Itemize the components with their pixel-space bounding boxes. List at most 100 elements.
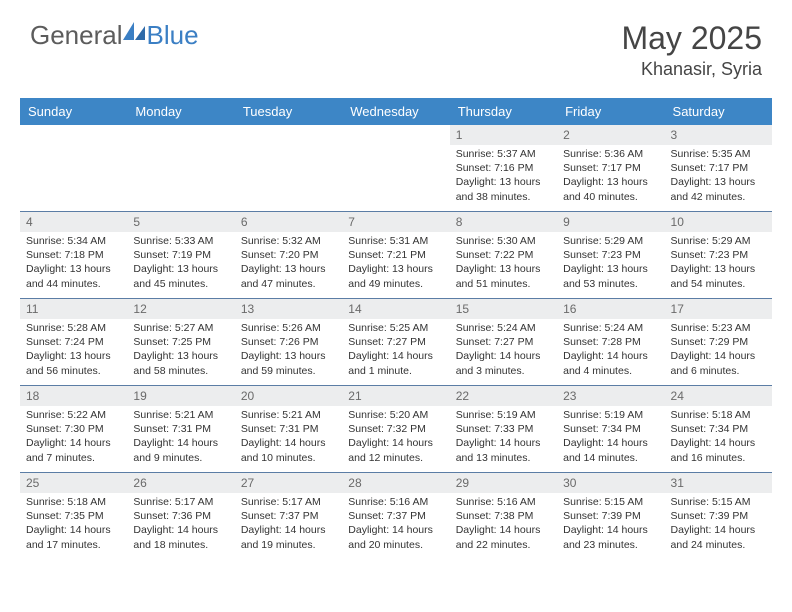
day-details: Sunrise: 5:37 AMSunset: 7:16 PMDaylight:…	[450, 145, 557, 208]
day-number: 22	[450, 386, 557, 406]
day-number: 2	[557, 125, 664, 145]
day-number: 26	[127, 473, 234, 493]
day-details: Sunrise: 5:31 AMSunset: 7:21 PMDaylight:…	[342, 232, 449, 295]
calendar-week: 18Sunrise: 5:22 AMSunset: 7:30 PMDayligh…	[20, 386, 772, 473]
calendar-cell: 10Sunrise: 5:29 AMSunset: 7:23 PMDayligh…	[665, 212, 772, 298]
day-details: Sunrise: 5:33 AMSunset: 7:19 PMDaylight:…	[127, 232, 234, 295]
day-number: 4	[20, 212, 127, 232]
day-details: Sunrise: 5:21 AMSunset: 7:31 PMDaylight:…	[127, 406, 234, 469]
day-details: Sunrise: 5:24 AMSunset: 7:27 PMDaylight:…	[450, 319, 557, 382]
day-details: Sunrise: 5:25 AMSunset: 7:27 PMDaylight:…	[342, 319, 449, 382]
day-number: 5	[127, 212, 234, 232]
calendar-cell: 23Sunrise: 5:19 AMSunset: 7:34 PMDayligh…	[557, 386, 664, 472]
calendar-week: 4Sunrise: 5:34 AMSunset: 7:18 PMDaylight…	[20, 212, 772, 299]
day-details: Sunrise: 5:18 AMSunset: 7:35 PMDaylight:…	[20, 493, 127, 556]
day-details: Sunrise: 5:15 AMSunset: 7:39 PMDaylight:…	[557, 493, 664, 556]
day-number: 29	[450, 473, 557, 493]
calendar-cell: 24Sunrise: 5:18 AMSunset: 7:34 PMDayligh…	[665, 386, 772, 472]
calendar-cell: 15Sunrise: 5:24 AMSunset: 7:27 PMDayligh…	[450, 299, 557, 385]
weekday-label: Saturday	[665, 98, 772, 125]
day-number: 25	[20, 473, 127, 493]
calendar-week: 1Sunrise: 5:37 AMSunset: 7:16 PMDaylight…	[20, 125, 772, 212]
day-details: Sunrise: 5:29 AMSunset: 7:23 PMDaylight:…	[557, 232, 664, 295]
calendar-week: 11Sunrise: 5:28 AMSunset: 7:24 PMDayligh…	[20, 299, 772, 386]
day-number: 27	[235, 473, 342, 493]
day-details: Sunrise: 5:30 AMSunset: 7:22 PMDaylight:…	[450, 232, 557, 295]
day-number	[235, 125, 342, 145]
calendar-cell: 20Sunrise: 5:21 AMSunset: 7:31 PMDayligh…	[235, 386, 342, 472]
calendar-cell: 29Sunrise: 5:16 AMSunset: 7:38 PMDayligh…	[450, 473, 557, 559]
day-number	[20, 125, 127, 145]
day-number: 19	[127, 386, 234, 406]
calendar-cell	[20, 125, 127, 211]
day-number: 12	[127, 299, 234, 319]
calendar-cell: 11Sunrise: 5:28 AMSunset: 7:24 PMDayligh…	[20, 299, 127, 385]
day-number: 13	[235, 299, 342, 319]
day-details: Sunrise: 5:28 AMSunset: 7:24 PMDaylight:…	[20, 319, 127, 382]
logo-part2: Blue	[147, 20, 199, 51]
calendar-cell: 14Sunrise: 5:25 AMSunset: 7:27 PMDayligh…	[342, 299, 449, 385]
day-number: 10	[665, 212, 772, 232]
calendar-cell	[235, 125, 342, 211]
calendar-cell: 7Sunrise: 5:31 AMSunset: 7:21 PMDaylight…	[342, 212, 449, 298]
calendar-cell: 28Sunrise: 5:16 AMSunset: 7:37 PMDayligh…	[342, 473, 449, 559]
day-details: Sunrise: 5:26 AMSunset: 7:26 PMDaylight:…	[235, 319, 342, 382]
calendar-cell: 27Sunrise: 5:17 AMSunset: 7:37 PMDayligh…	[235, 473, 342, 559]
day-number	[342, 125, 449, 145]
location-subtitle: Khanasir, Syria	[621, 59, 762, 80]
day-number: 18	[20, 386, 127, 406]
day-number: 17	[665, 299, 772, 319]
calendar-cell: 21Sunrise: 5:20 AMSunset: 7:32 PMDayligh…	[342, 386, 449, 472]
calendar-cell: 3Sunrise: 5:35 AMSunset: 7:17 PMDaylight…	[665, 125, 772, 211]
calendar-cell: 18Sunrise: 5:22 AMSunset: 7:30 PMDayligh…	[20, 386, 127, 472]
calendar-cell: 5Sunrise: 5:33 AMSunset: 7:19 PMDaylight…	[127, 212, 234, 298]
logo: General Blue	[30, 20, 199, 51]
day-details: Sunrise: 5:27 AMSunset: 7:25 PMDaylight:…	[127, 319, 234, 382]
day-number: 16	[557, 299, 664, 319]
calendar-cell: 30Sunrise: 5:15 AMSunset: 7:39 PMDayligh…	[557, 473, 664, 559]
day-details: Sunrise: 5:32 AMSunset: 7:20 PMDaylight:…	[235, 232, 342, 295]
calendar-cell: 13Sunrise: 5:26 AMSunset: 7:26 PMDayligh…	[235, 299, 342, 385]
logo-part1: General	[30, 20, 123, 51]
calendar-cell: 1Sunrise: 5:37 AMSunset: 7:16 PMDaylight…	[450, 125, 557, 211]
calendar-week: 25Sunrise: 5:18 AMSunset: 7:35 PMDayligh…	[20, 473, 772, 559]
weekday-label: Tuesday	[235, 98, 342, 125]
weekday-header: SundayMondayTuesdayWednesdayThursdayFrid…	[20, 98, 772, 125]
logo-sail-icon	[123, 22, 145, 40]
calendar-cell: 6Sunrise: 5:32 AMSunset: 7:20 PMDaylight…	[235, 212, 342, 298]
calendar-cell: 22Sunrise: 5:19 AMSunset: 7:33 PMDayligh…	[450, 386, 557, 472]
calendar-cell: 26Sunrise: 5:17 AMSunset: 7:36 PMDayligh…	[127, 473, 234, 559]
day-number: 9	[557, 212, 664, 232]
title-block: May 2025 Khanasir, Syria	[621, 20, 762, 80]
calendar: SundayMondayTuesdayWednesdayThursdayFrid…	[20, 98, 772, 559]
day-details: Sunrise: 5:19 AMSunset: 7:33 PMDaylight:…	[450, 406, 557, 469]
calendar-cell: 25Sunrise: 5:18 AMSunset: 7:35 PMDayligh…	[20, 473, 127, 559]
day-details: Sunrise: 5:35 AMSunset: 7:17 PMDaylight:…	[665, 145, 772, 208]
day-number: 1	[450, 125, 557, 145]
day-number: 23	[557, 386, 664, 406]
weekday-label: Monday	[127, 98, 234, 125]
weekday-label: Sunday	[20, 98, 127, 125]
day-details: Sunrise: 5:17 AMSunset: 7:37 PMDaylight:…	[235, 493, 342, 556]
day-number: 30	[557, 473, 664, 493]
day-details: Sunrise: 5:29 AMSunset: 7:23 PMDaylight:…	[665, 232, 772, 295]
calendar-cell: 2Sunrise: 5:36 AMSunset: 7:17 PMDaylight…	[557, 125, 664, 211]
day-details: Sunrise: 5:19 AMSunset: 7:34 PMDaylight:…	[557, 406, 664, 469]
weekday-label: Thursday	[450, 98, 557, 125]
calendar-cell: 8Sunrise: 5:30 AMSunset: 7:22 PMDaylight…	[450, 212, 557, 298]
day-number: 3	[665, 125, 772, 145]
calendar-cell: 9Sunrise: 5:29 AMSunset: 7:23 PMDaylight…	[557, 212, 664, 298]
calendar-cell	[342, 125, 449, 211]
day-number: 7	[342, 212, 449, 232]
calendar-cell: 31Sunrise: 5:15 AMSunset: 7:39 PMDayligh…	[665, 473, 772, 559]
day-number: 6	[235, 212, 342, 232]
day-details: Sunrise: 5:21 AMSunset: 7:31 PMDaylight:…	[235, 406, 342, 469]
calendar-cell: 16Sunrise: 5:24 AMSunset: 7:28 PMDayligh…	[557, 299, 664, 385]
day-number	[127, 125, 234, 145]
day-details: Sunrise: 5:17 AMSunset: 7:36 PMDaylight:…	[127, 493, 234, 556]
day-details: Sunrise: 5:16 AMSunset: 7:37 PMDaylight:…	[342, 493, 449, 556]
weekday-label: Wednesday	[342, 98, 449, 125]
day-number: 8	[450, 212, 557, 232]
day-details: Sunrise: 5:15 AMSunset: 7:39 PMDaylight:…	[665, 493, 772, 556]
calendar-cell: 4Sunrise: 5:34 AMSunset: 7:18 PMDaylight…	[20, 212, 127, 298]
